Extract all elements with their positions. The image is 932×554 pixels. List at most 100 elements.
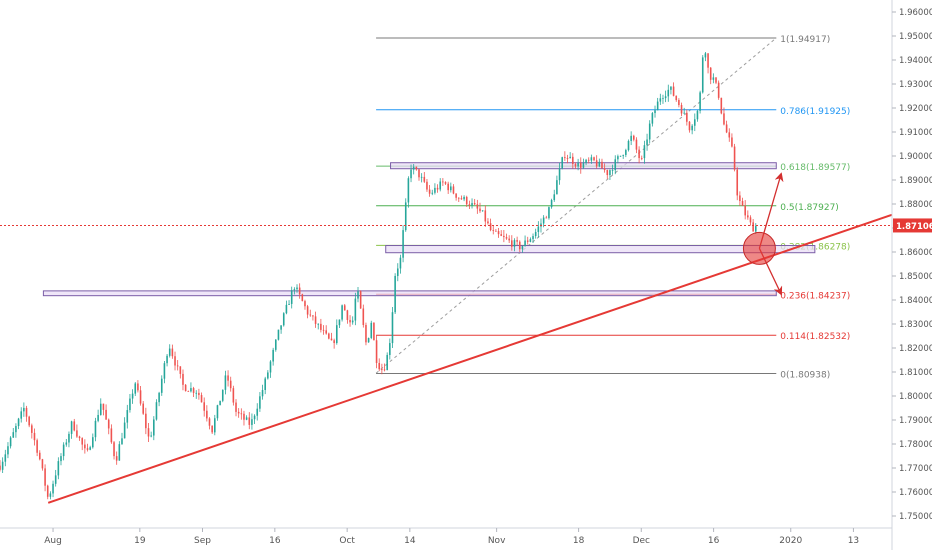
time-tick-label: 14: [404, 536, 416, 546]
candle-body: [614, 159, 617, 171]
candle-body: [680, 105, 683, 114]
candle-body: [455, 193, 457, 198]
candle-body: [633, 135, 635, 140]
candle-body: [704, 53, 707, 58]
candle-body: [465, 196, 468, 205]
candle-body: [518, 241, 521, 250]
candle-body: [54, 475, 57, 484]
candle-body: [670, 86, 672, 90]
candle-body: [269, 361, 272, 373]
candle-body: [288, 303, 290, 305]
candle-body: [410, 169, 412, 179]
time-tick-label: Aug: [44, 536, 62, 546]
candle-body: [622, 154, 624, 156]
candle-body: [198, 392, 200, 396]
candle-body: [500, 234, 503, 236]
candle-body: [383, 369, 386, 371]
candle-body: [447, 183, 449, 191]
candle-body: [0, 465, 1, 470]
candle-body: [309, 314, 312, 316]
candle-body: [317, 323, 320, 325]
candle-body: [134, 383, 137, 394]
price-tick-label: 1.77000: [899, 464, 932, 474]
candle-body: [556, 180, 558, 195]
candle-body: [394, 275, 396, 313]
candle-body: [145, 413, 147, 429]
candle-body: [38, 452, 41, 460]
fib-level-label: 0.786(1.91925): [780, 107, 850, 117]
candle-body: [656, 101, 659, 111]
candle-body: [36, 440, 38, 453]
candle-body: [752, 222, 754, 232]
candle-body: [31, 425, 33, 433]
candle-body: [754, 226, 757, 232]
price-tick-label: 1.96000: [899, 8, 932, 18]
candle-body: [115, 456, 118, 461]
time-tick-label: 13: [848, 536, 859, 546]
candle-body: [412, 166, 415, 170]
candle-body: [9, 437, 12, 447]
candle-body: [386, 354, 388, 371]
candle-body: [15, 426, 17, 433]
candle-body: [84, 444, 86, 449]
candle-body: [187, 391, 190, 392]
candle-body: [4, 454, 7, 462]
candle-body: [521, 246, 524, 250]
candle-body: [627, 140, 630, 151]
fib-level-label: 0.5(1.87927): [780, 203, 839, 213]
candle-body: [251, 419, 253, 425]
candle-body: [259, 396, 261, 409]
candle-body: [237, 411, 240, 414]
candle-body: [723, 113, 725, 125]
price-tick-label: 1.94000: [899, 56, 932, 66]
candle-body: [49, 493, 52, 497]
highlight-circle-marker: [742, 231, 776, 265]
candle-body: [110, 428, 113, 443]
candle-body: [94, 420, 97, 438]
candle-body: [60, 456, 62, 462]
candle-body: [686, 112, 688, 122]
candle-body: [725, 124, 728, 133]
candle-body: [399, 257, 402, 269]
candle-body: [219, 400, 221, 406]
candle-body: [131, 393, 134, 399]
candle-body: [407, 178, 410, 203]
candle-body: [712, 77, 715, 80]
candle-body: [328, 333, 330, 339]
candle-body: [224, 375, 227, 390]
candle-body: [78, 436, 81, 439]
candle-body: [97, 414, 99, 421]
candle-body: [359, 291, 362, 309]
candle-body: [349, 319, 351, 323]
time-tick-label: 19: [134, 536, 146, 546]
candle-body: [314, 316, 317, 324]
candle-body: [505, 237, 508, 239]
candle-body: [404, 202, 407, 231]
candle-body: [489, 223, 492, 231]
candle-body: [147, 428, 150, 437]
time-tick-label: Nov: [488, 536, 506, 546]
candle-body: [579, 162, 582, 168]
candle-body: [17, 418, 20, 427]
price-tick-label: 1.90000: [899, 152, 932, 162]
time-tick-label: 18: [573, 536, 585, 546]
candle-body: [548, 207, 550, 219]
candle-body: [99, 403, 102, 415]
fib-level-label: 0.236(1.84237): [780, 291, 850, 301]
candle-body: [508, 238, 510, 241]
candle-body: [365, 324, 367, 343]
candle-body: [28, 416, 30, 426]
fib-level-label: 0.618(1.89577): [780, 163, 850, 173]
candle-body: [503, 235, 505, 238]
candle-body: [744, 205, 746, 216]
candle-body: [277, 329, 280, 340]
candle-body: [76, 430, 78, 437]
candle-body: [81, 438, 84, 445]
candle-body: [296, 287, 298, 290]
candle-body: [163, 363, 166, 379]
candle-body: [190, 388, 192, 392]
candle-body: [367, 337, 370, 343]
candle-body: [736, 169, 739, 196]
candle-body: [139, 390, 142, 404]
candle-body: [46, 485, 49, 497]
